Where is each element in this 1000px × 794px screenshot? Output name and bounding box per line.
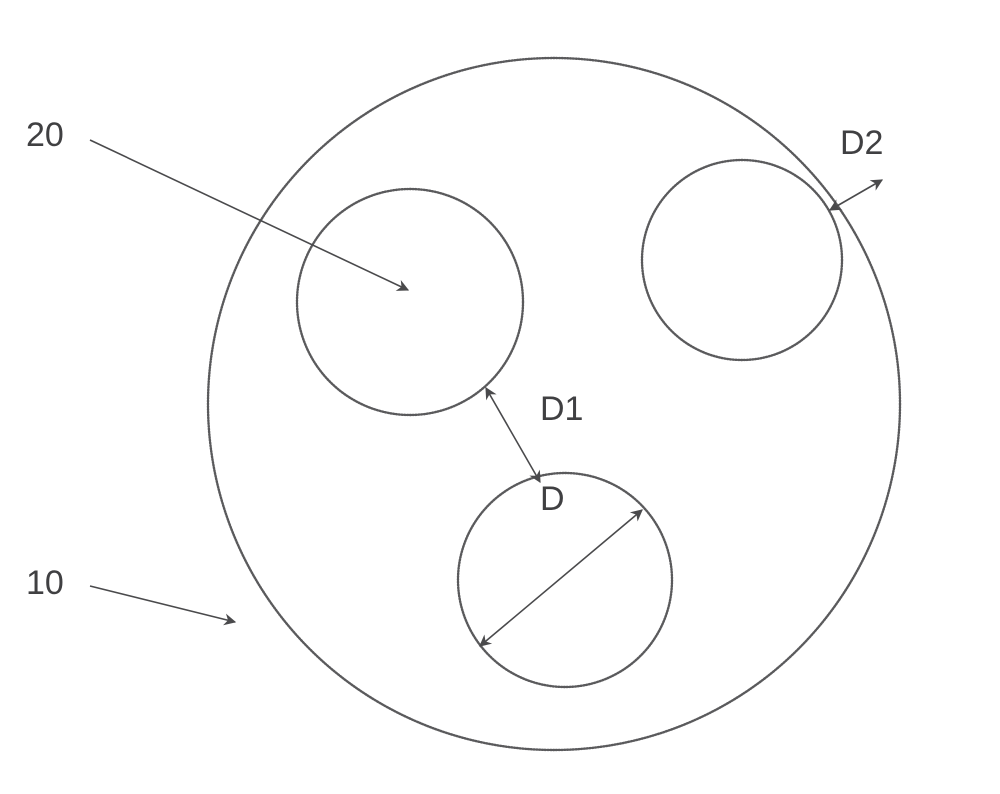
dim-D2 [830, 180, 882, 210]
leader-20 [90, 140, 408, 290]
inner-circle-lower [458, 473, 672, 687]
dim-D [480, 510, 642, 646]
label-D: D [540, 480, 565, 519]
inner-circle-20 [297, 189, 523, 415]
label-D1: D1 [540, 390, 583, 429]
label-20: 20 [26, 116, 64, 155]
dim-D1 [486, 388, 540, 482]
label-D2: D2 [840, 124, 883, 163]
inner-circle-upper_right [642, 160, 842, 360]
label-10: 10 [26, 564, 64, 603]
leader-10 [90, 586, 235, 622]
